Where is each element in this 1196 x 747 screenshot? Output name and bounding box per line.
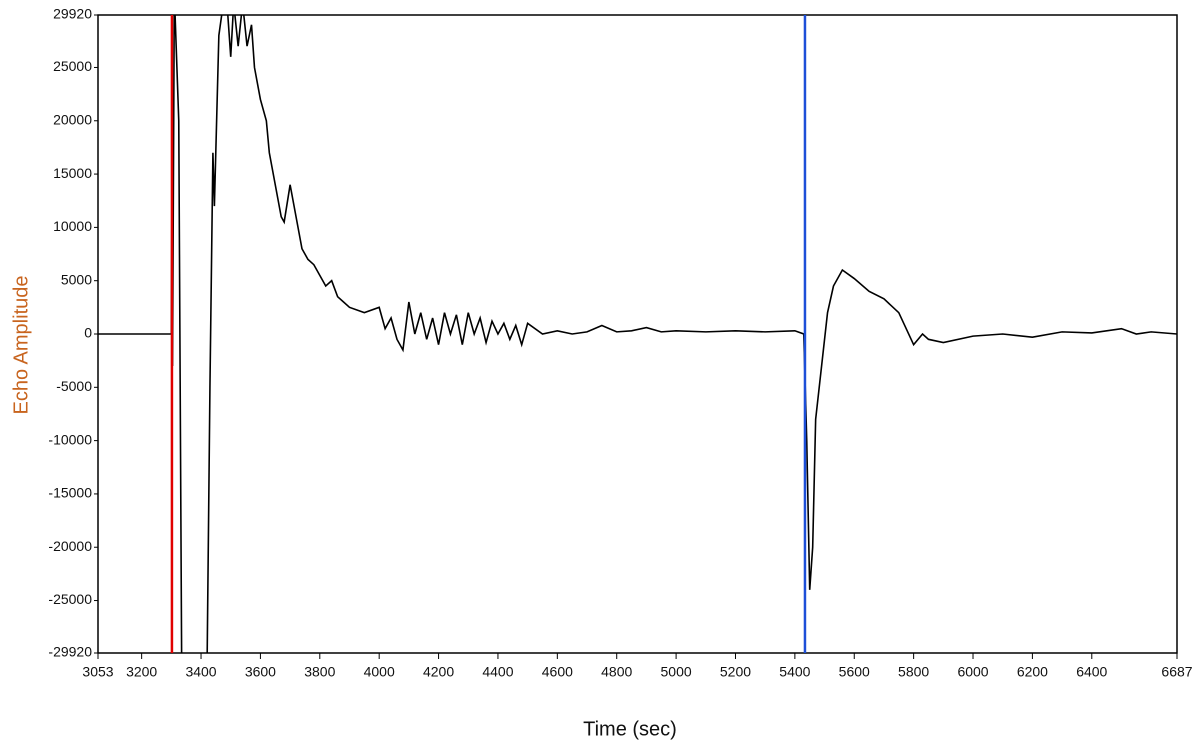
x-tick-label: 3200	[126, 664, 157, 680]
data-line	[98, 15, 1177, 653]
y-tick-label: -10000	[48, 431, 92, 447]
plot-frame	[97, 14, 1178, 654]
x-tick-label: 4400	[482, 664, 513, 680]
y-tick-label: -5000	[56, 378, 92, 394]
x-tick-label: 6000	[957, 664, 988, 680]
x-axis-label: Time (sec)	[583, 718, 677, 740]
x-tick-label: 4200	[423, 664, 454, 680]
x-tick-label: 5000	[661, 664, 692, 680]
y-tick-label: 20000	[53, 111, 92, 127]
x-tick-label: 3600	[245, 664, 276, 680]
y-tick-label: 29920	[53, 6, 92, 22]
y-tick-label: 0	[84, 325, 92, 341]
x-tick-label: 3400	[185, 664, 216, 680]
x-tick-label: 6200	[1017, 664, 1048, 680]
x-tick-label: 4000	[364, 664, 395, 680]
y-tick-label: -20000	[48, 538, 92, 554]
x-tick-label: 5200	[720, 664, 751, 680]
y-tick-label: 10000	[53, 218, 92, 234]
x-tick-label: 5600	[839, 664, 870, 680]
x-tick-label: 3053	[82, 664, 113, 680]
x-tick-label: 4800	[601, 664, 632, 680]
y-tick-label: -25000	[48, 591, 92, 607]
x-tick-label: 6687	[1161, 664, 1192, 680]
x-tick-label: 5800	[898, 664, 929, 680]
x-tick-label: 3800	[304, 664, 335, 680]
y-tick-label: 15000	[53, 165, 92, 181]
y-tick-label: -15000	[48, 485, 92, 501]
x-tick-label: 4600	[542, 664, 573, 680]
y-tick-label: 25000	[53, 58, 92, 74]
y-axis-label: Echo Amplitude	[10, 276, 32, 415]
y-tick-label: 5000	[61, 271, 92, 287]
x-tick-label: 6400	[1076, 664, 1107, 680]
y-tick-label: -29920	[48, 644, 92, 660]
x-tick-label: 5400	[779, 664, 810, 680]
